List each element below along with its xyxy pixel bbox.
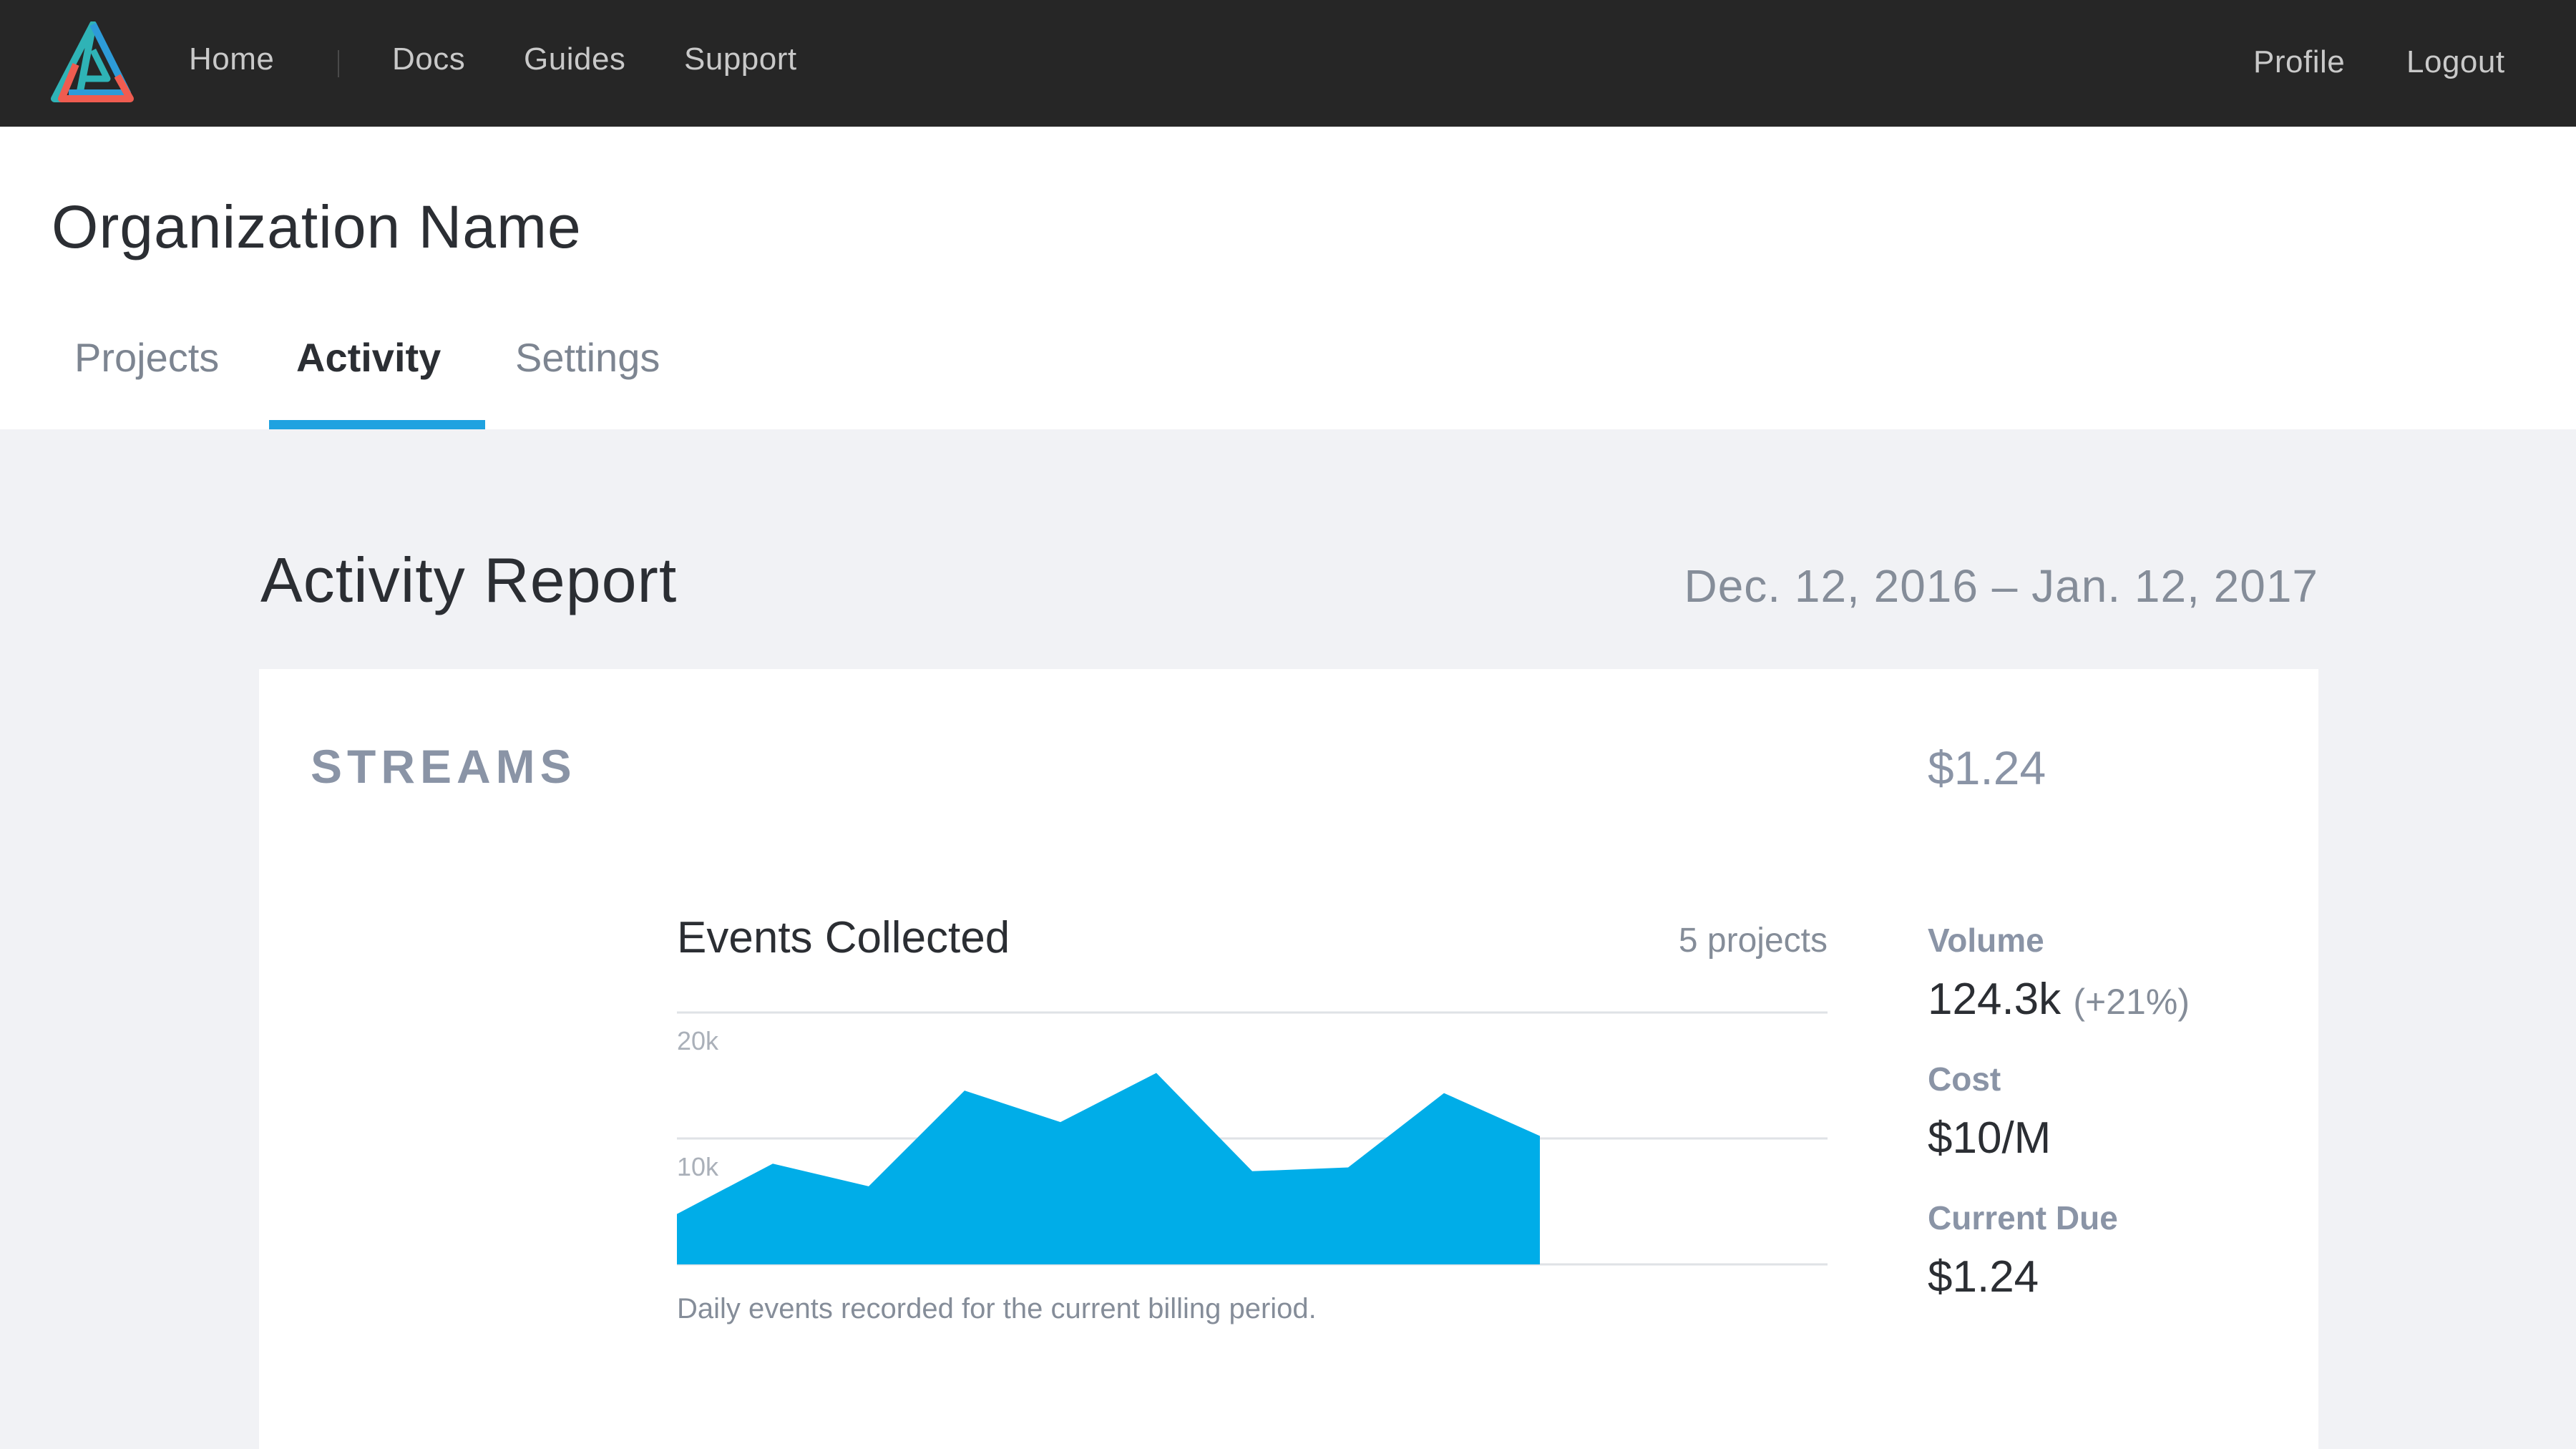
project-count[interactable]: 5 projects: [1678, 922, 1828, 960]
nav-home-link[interactable]: Home: [189, 42, 275, 77]
chart-title: Events Collected: [677, 913, 1010, 962]
cost-value: $10/M: [1928, 1113, 2051, 1163]
active-tab-indicator: [269, 420, 485, 429]
volume-label: Volume: [1928, 922, 2044, 959]
volume-change: (+21%): [2073, 982, 2190, 1022]
nav-logout-link[interactable]: Logout: [2406, 44, 2505, 79]
current-due-label: Current Due: [1928, 1199, 2118, 1236]
report-title: Activity Report: [260, 545, 678, 615]
triangle-logo-icon[interactable]: [47, 21, 139, 104]
current-due-value: $1.24: [1928, 1252, 2039, 1302]
y-tick-label-10k: 10k: [677, 1152, 719, 1181]
streams-card: STREAMS $1.24 Events Collected 5 project…: [259, 669, 2318, 1449]
events-area-series: [677, 1073, 1540, 1264]
streams-section-label: STREAMS: [311, 740, 577, 793]
tab-settings[interactable]: Settings: [515, 335, 660, 380]
nav-divider: [338, 50, 339, 77]
org-name-heading: Organization Name: [52, 193, 582, 260]
tab-activity[interactable]: Activity: [296, 335, 441, 380]
volume-value-row: 124.3k (+21%): [1928, 974, 2190, 1025]
tab-projects[interactable]: Projects: [74, 335, 220, 380]
streams-total-amount: $1.24: [1928, 741, 2046, 794]
report-date-range: Dec. 12, 2016 – Jan. 12, 2017: [1684, 560, 2318, 612]
nav-support-link[interactable]: Support: [684, 42, 797, 77]
org-header: Organization Name Projects Activity Sett…: [0, 127, 2576, 429]
chart-caption: Daily events recorded for the current bi…: [677, 1293, 1317, 1324]
events-area-chart: 20k 10k: [677, 1011, 1828, 1266]
nav-docs-link[interactable]: Docs: [392, 42, 466, 77]
y-tick-label-20k: 20k: [677, 1026, 719, 1055]
top-navbar: Home Docs Guides Support Profile Logout: [0, 0, 2576, 127]
volume-value: 124.3k: [1928, 975, 2062, 1024]
nav-guides-link[interactable]: Guides: [524, 42, 626, 77]
nav-profile-link[interactable]: Profile: [2253, 44, 2346, 79]
cost-label: Cost: [1928, 1060, 2001, 1098]
